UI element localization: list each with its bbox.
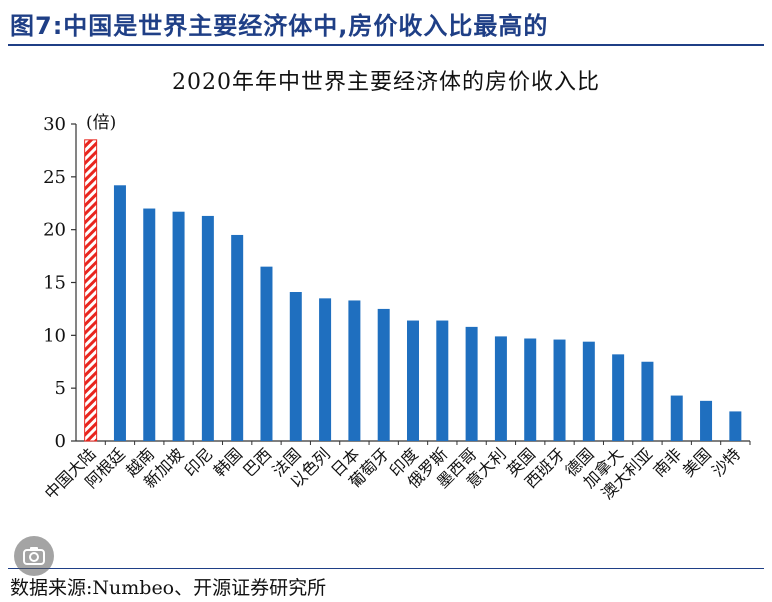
bar xyxy=(172,211,185,441)
bar xyxy=(143,208,156,441)
camera-search-icon[interactable] xyxy=(14,536,54,576)
x-tick-label: 印尼 xyxy=(181,444,217,480)
bar xyxy=(729,411,742,441)
bar xyxy=(700,400,713,441)
bar xyxy=(348,300,361,441)
footer-divider xyxy=(8,568,764,569)
bar xyxy=(670,395,683,441)
y-tick-label: 25 xyxy=(43,167,66,188)
y-tick-label: 20 xyxy=(43,220,66,241)
bar xyxy=(612,354,625,441)
bar-highlight xyxy=(84,139,98,442)
bar xyxy=(289,292,302,441)
bar xyxy=(465,326,478,441)
figure-header: 图7:中国是世界主要经济体中,房价收入比最高的 xyxy=(0,0,772,50)
y-tick-label: 5 xyxy=(55,378,66,399)
x-tick-label: 美国 xyxy=(679,444,715,480)
y-tick-label: 15 xyxy=(43,273,66,294)
x-tick-label: 韩国 xyxy=(210,444,246,480)
bar xyxy=(260,266,273,441)
x-tick-label: 巴西 xyxy=(239,444,275,480)
bar xyxy=(377,308,390,441)
bar xyxy=(201,215,214,441)
bar xyxy=(436,320,449,441)
y-unit-label: (倍) xyxy=(86,113,116,133)
header-divider xyxy=(8,44,764,46)
figure-label: 图7:中国是世界主要经济体中,房价收入比最高的 xyxy=(10,12,549,40)
bar xyxy=(407,320,419,441)
bar xyxy=(641,361,654,441)
bar xyxy=(494,336,507,441)
chart-title: 2020年年中世界主要经济体的房价收入比 xyxy=(172,70,600,95)
y-tick-label: 0 xyxy=(55,431,66,452)
source-note: 数据来源:Numbeo、开源证券研究所 xyxy=(10,577,327,599)
x-tick-label: 沙特 xyxy=(708,444,744,480)
y-tick-label: 10 xyxy=(43,325,66,346)
y-tick-label: 30 xyxy=(43,114,66,135)
x-tick-label: 南非 xyxy=(649,444,685,480)
bar xyxy=(231,234,244,441)
bar xyxy=(113,185,126,441)
bar xyxy=(582,341,595,441)
bar xyxy=(553,339,566,441)
bar xyxy=(524,338,537,441)
bar xyxy=(319,298,332,441)
